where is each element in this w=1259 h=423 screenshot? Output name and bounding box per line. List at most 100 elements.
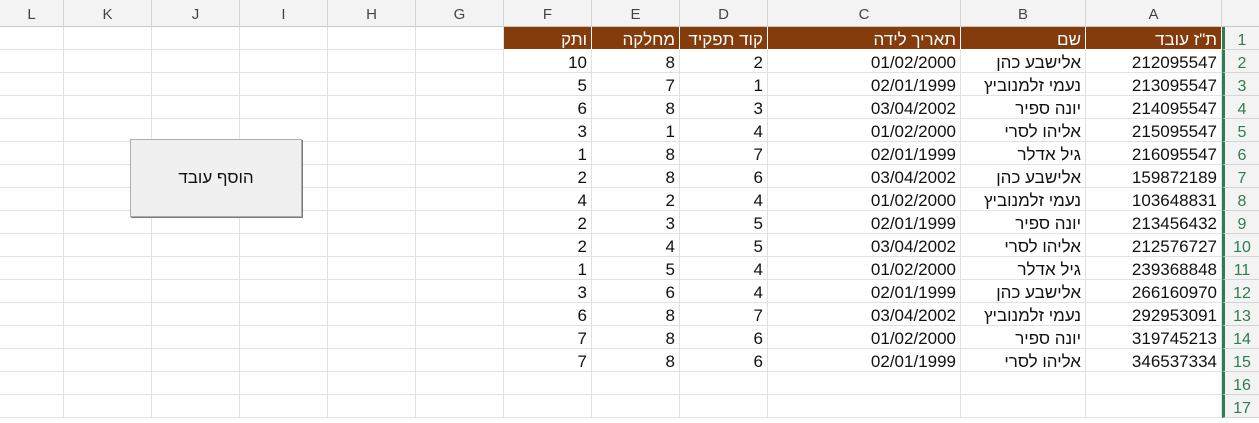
empty-cell[interactable] xyxy=(416,349,504,372)
empty-cell[interactable] xyxy=(328,395,416,418)
empty-cell[interactable] xyxy=(592,395,680,418)
table-cell[interactable]: אליהו לסרי xyxy=(961,119,1086,142)
empty-cell[interactable] xyxy=(64,257,152,280)
empty-cell[interactable] xyxy=(0,119,64,142)
row-header-1[interactable]: 1 xyxy=(1222,27,1259,50)
table-cell[interactable]: אלישבע כהן xyxy=(961,280,1086,303)
table-header-cell[interactable]: ותק xyxy=(504,27,592,50)
table-cell[interactable]: 212095547 xyxy=(1086,50,1222,73)
empty-cell[interactable] xyxy=(0,50,64,73)
empty-cell[interactable] xyxy=(0,73,64,96)
empty-cell[interactable] xyxy=(416,188,504,211)
table-cell[interactable]: 7 xyxy=(504,326,592,349)
table-cell[interactable]: יונה ספיר xyxy=(961,326,1086,349)
empty-cell[interactable] xyxy=(328,188,416,211)
row-header-8[interactable]: 8 xyxy=(1222,188,1259,211)
empty-cell[interactable] xyxy=(64,50,152,73)
empty-cell[interactable] xyxy=(768,372,961,395)
empty-cell[interactable] xyxy=(416,96,504,119)
empty-cell[interactable] xyxy=(64,395,152,418)
empty-cell[interactable] xyxy=(328,280,416,303)
empty-cell[interactable] xyxy=(152,257,240,280)
empty-cell[interactable] xyxy=(240,280,328,303)
empty-cell[interactable] xyxy=(416,280,504,303)
table-cell[interactable]: 5 xyxy=(504,73,592,96)
table-cell[interactable]: 02/01/1999 xyxy=(768,142,961,165)
column-header-f[interactable]: F xyxy=(504,0,592,27)
empty-cell[interactable] xyxy=(64,27,152,50)
empty-cell[interactable] xyxy=(64,372,152,395)
table-cell[interactable]: 292953091 xyxy=(1086,303,1222,326)
table-cell[interactable]: 239368848 xyxy=(1086,257,1222,280)
empty-cell[interactable] xyxy=(328,50,416,73)
table-cell[interactable]: 5 xyxy=(680,234,768,257)
empty-cell[interactable] xyxy=(328,303,416,326)
empty-cell[interactable] xyxy=(328,257,416,280)
table-cell[interactable]: 4 xyxy=(680,257,768,280)
empty-cell[interactable] xyxy=(240,211,328,234)
table-cell[interactable]: 214095547 xyxy=(1086,96,1222,119)
table-cell[interactable]: 10 xyxy=(504,50,592,73)
table-cell[interactable]: 6 xyxy=(504,303,592,326)
table-cell[interactable]: 8 xyxy=(592,165,680,188)
table-cell[interactable]: 7 xyxy=(680,303,768,326)
table-cell[interactable]: 02/01/1999 xyxy=(768,349,961,372)
empty-cell[interactable] xyxy=(328,73,416,96)
row-header-9[interactable]: 9 xyxy=(1222,211,1259,234)
empty-cell[interactable] xyxy=(328,96,416,119)
table-cell[interactable]: גיל אדלר xyxy=(961,257,1086,280)
table-cell[interactable]: 6 xyxy=(592,280,680,303)
empty-cell[interactable] xyxy=(64,73,152,96)
table-cell[interactable]: אלישבע כהן xyxy=(961,165,1086,188)
table-cell[interactable]: 8 xyxy=(592,50,680,73)
table-cell[interactable]: יונה ספיר xyxy=(961,211,1086,234)
empty-cell[interactable] xyxy=(961,372,1086,395)
table-header-cell[interactable]: שם xyxy=(961,27,1086,50)
empty-cell[interactable] xyxy=(240,257,328,280)
table-cell[interactable]: 3 xyxy=(592,211,680,234)
empty-cell[interactable] xyxy=(152,234,240,257)
table-cell[interactable]: 01/02/2000 xyxy=(768,119,961,142)
table-cell[interactable]: 213095547 xyxy=(1086,73,1222,96)
table-cell[interactable]: 02/01/1999 xyxy=(768,211,961,234)
table-cell[interactable]: 2 xyxy=(504,234,592,257)
empty-cell[interactable] xyxy=(240,395,328,418)
table-cell[interactable]: 6 xyxy=(680,349,768,372)
empty-cell[interactable] xyxy=(328,349,416,372)
table-cell[interactable]: 1 xyxy=(680,73,768,96)
table-cell[interactable]: יונה ספיר xyxy=(961,96,1086,119)
empty-cell[interactable] xyxy=(328,119,416,142)
row-header-12[interactable]: 12 xyxy=(1222,280,1259,303)
empty-cell[interactable] xyxy=(328,326,416,349)
table-cell[interactable]: גיל אדלר xyxy=(961,142,1086,165)
empty-cell[interactable] xyxy=(64,96,152,119)
row-header-14[interactable]: 14 xyxy=(1222,326,1259,349)
empty-cell[interactable] xyxy=(1086,372,1222,395)
table-cell[interactable]: 3 xyxy=(504,119,592,142)
empty-cell[interactable] xyxy=(416,165,504,188)
column-header-a[interactable]: A xyxy=(1086,0,1222,27)
table-cell[interactable]: 1 xyxy=(504,142,592,165)
table-cell[interactable]: 5 xyxy=(592,257,680,280)
table-cell[interactable]: 319745213 xyxy=(1086,326,1222,349)
row-header-6[interactable]: 6 xyxy=(1222,142,1259,165)
table-cell[interactable]: נעמי זלמנוביץ xyxy=(961,73,1086,96)
empty-cell[interactable] xyxy=(152,280,240,303)
table-cell[interactable]: 03/04/2002 xyxy=(768,234,961,257)
table-cell[interactable]: 346537334 xyxy=(1086,349,1222,372)
column-header-c[interactable]: C xyxy=(768,0,961,27)
empty-cell[interactable] xyxy=(328,372,416,395)
empty-cell[interactable] xyxy=(64,119,152,142)
empty-cell[interactable] xyxy=(416,395,504,418)
empty-cell[interactable] xyxy=(0,211,64,234)
empty-cell[interactable] xyxy=(240,96,328,119)
empty-cell[interactable] xyxy=(240,326,328,349)
table-cell[interactable]: 01/02/2000 xyxy=(768,50,961,73)
empty-cell[interactable] xyxy=(152,27,240,50)
table-cell[interactable]: אליהו לסרי xyxy=(961,234,1086,257)
table-cell[interactable]: 216095547 xyxy=(1086,142,1222,165)
table-cell[interactable]: אליהו לסרי xyxy=(961,349,1086,372)
empty-cell[interactable] xyxy=(328,142,416,165)
table-cell[interactable]: 4 xyxy=(680,188,768,211)
